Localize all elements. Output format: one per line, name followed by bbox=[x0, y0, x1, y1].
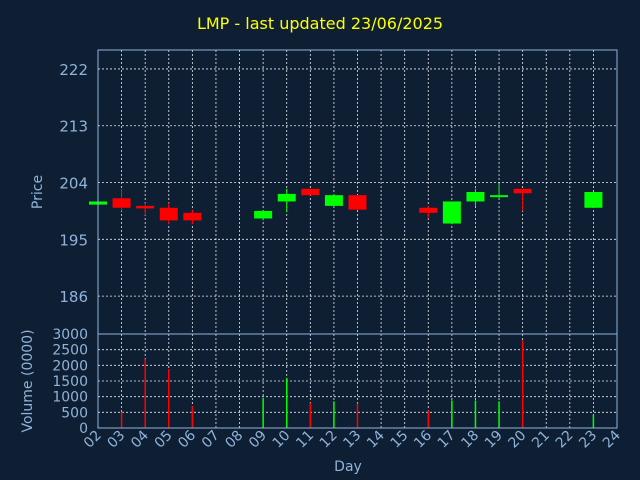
price-tick-label: 222 bbox=[59, 61, 88, 79]
volume-bar bbox=[498, 401, 500, 428]
candle-body bbox=[254, 210, 273, 219]
volume-tick-label: 1000 bbox=[52, 390, 88, 406]
candle-body bbox=[442, 201, 461, 224]
x-axis-label: Day bbox=[334, 459, 362, 475]
day-tick-label: 06 bbox=[175, 427, 199, 451]
candle-body bbox=[159, 207, 178, 221]
day-tick-label: 21 bbox=[529, 428, 553, 452]
day-tick-label: 18 bbox=[458, 428, 482, 452]
volume-bar bbox=[451, 400, 453, 428]
volume-bar bbox=[144, 359, 146, 428]
volume-bar bbox=[262, 398, 264, 428]
day-tick-label: 22 bbox=[553, 428, 577, 452]
day-tick-label: 23 bbox=[576, 428, 600, 452]
day-tick-label: 07 bbox=[199, 428, 223, 452]
volume-bar bbox=[191, 406, 194, 428]
day-tick-label: 05 bbox=[152, 428, 176, 452]
volume-bar bbox=[333, 401, 335, 428]
price-tick-label: 204 bbox=[59, 175, 88, 193]
candle-body bbox=[466, 192, 485, 202]
volume-bar bbox=[592, 414, 595, 428]
day-tick-label: 11 bbox=[293, 428, 317, 452]
volume-bar bbox=[356, 403, 359, 428]
day-tick-label: 17 bbox=[435, 428, 459, 452]
day-tick-label: 09 bbox=[246, 428, 270, 452]
volume-bar bbox=[427, 410, 430, 428]
price-tick-label: 195 bbox=[59, 231, 88, 249]
volume-bar bbox=[521, 340, 524, 428]
day-tick-label: 19 bbox=[482, 428, 506, 452]
candle-body bbox=[183, 212, 202, 221]
candle-body bbox=[324, 195, 343, 206]
volume-axis-label: Volume (0000) bbox=[20, 329, 36, 432]
candle-body bbox=[277, 193, 296, 202]
volume-tick-label: 0 bbox=[79, 421, 88, 437]
candle-body bbox=[419, 207, 438, 213]
day-tick-label: 13 bbox=[340, 428, 364, 452]
volume-tick-label: 1500 bbox=[52, 374, 88, 390]
volume-tick-label: 2000 bbox=[52, 358, 88, 374]
volume-bar bbox=[285, 377, 288, 428]
day-tick-label: 20 bbox=[506, 428, 530, 452]
candle-body bbox=[513, 188, 532, 194]
volume-bar bbox=[168, 369, 170, 428]
day-tick-label: 12 bbox=[317, 428, 341, 452]
day-tick-label: 24 bbox=[600, 427, 624, 451]
volume-tick-label: 500 bbox=[61, 405, 88, 421]
candle-body bbox=[112, 198, 131, 208]
candle-body bbox=[136, 205, 155, 209]
price-axis-label: Price bbox=[30, 175, 46, 209]
day-tick-label: 15 bbox=[388, 428, 412, 452]
volume-plot-frame bbox=[97, 333, 618, 429]
chart-title: LMP - last updated 23/06/2025 bbox=[196, 14, 444, 33]
volume-bar bbox=[474, 400, 477, 428]
day-tick-label: 08 bbox=[222, 428, 246, 452]
day-tick-label: 04 bbox=[128, 427, 152, 451]
volume-tick-label: 3000 bbox=[52, 327, 88, 343]
volume-tick-label: 2500 bbox=[52, 343, 88, 359]
price-tick-label: 213 bbox=[59, 118, 88, 136]
price-tick-label: 186 bbox=[59, 288, 88, 306]
candle-body bbox=[584, 192, 603, 208]
day-tick-label: 10 bbox=[270, 428, 294, 452]
day-tick-label: 03 bbox=[104, 428, 128, 452]
candle-body bbox=[348, 195, 367, 210]
volume-bar bbox=[309, 402, 312, 428]
day-tick-label: 16 bbox=[411, 427, 435, 451]
volume-bar bbox=[120, 411, 123, 428]
candle-body bbox=[490, 195, 509, 198]
day-tick-label: 14 bbox=[364, 427, 388, 451]
candle-body bbox=[301, 188, 320, 196]
